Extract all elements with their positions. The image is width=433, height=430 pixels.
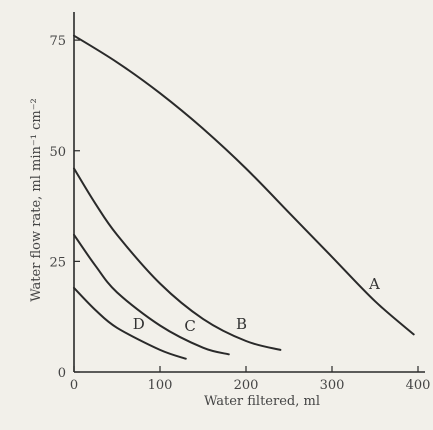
x-tick-label: 200 — [234, 378, 259, 393]
series-group — [73, 34, 415, 360]
x-tick-label: 300 — [320, 378, 345, 393]
series-line-a — [73, 34, 415, 336]
x-tick-label: 100 — [148, 378, 173, 393]
x-axis-title: Water filtered, ml — [204, 394, 320, 409]
y-tick-label: 75 — [49, 34, 66, 49]
y-tick-label: 25 — [49, 255, 66, 270]
series-line-d — [73, 286, 187, 360]
series-label-d: D — [133, 315, 145, 333]
x-tick-label: 400 — [406, 378, 431, 393]
y-tick-label: 50 — [49, 145, 66, 160]
y-axis-ticks: 0 25 50 75 — [49, 34, 80, 381]
series-label-b: B — [236, 315, 247, 333]
series-line-b — [73, 167, 282, 351]
x-axis-ticks: 0 100 200 300 400 — [70, 366, 431, 393]
series-label-a: A — [368, 275, 380, 293]
series-label-c: C — [184, 317, 195, 335]
series-line-c — [73, 233, 230, 356]
y-axis-title: Water flow rate, ml min⁻¹ cm⁻² — [29, 98, 44, 302]
x-tick-label: 0 — [70, 378, 78, 393]
series-labels: A B C D — [133, 275, 380, 335]
y-tick-label: 0 — [58, 366, 66, 381]
